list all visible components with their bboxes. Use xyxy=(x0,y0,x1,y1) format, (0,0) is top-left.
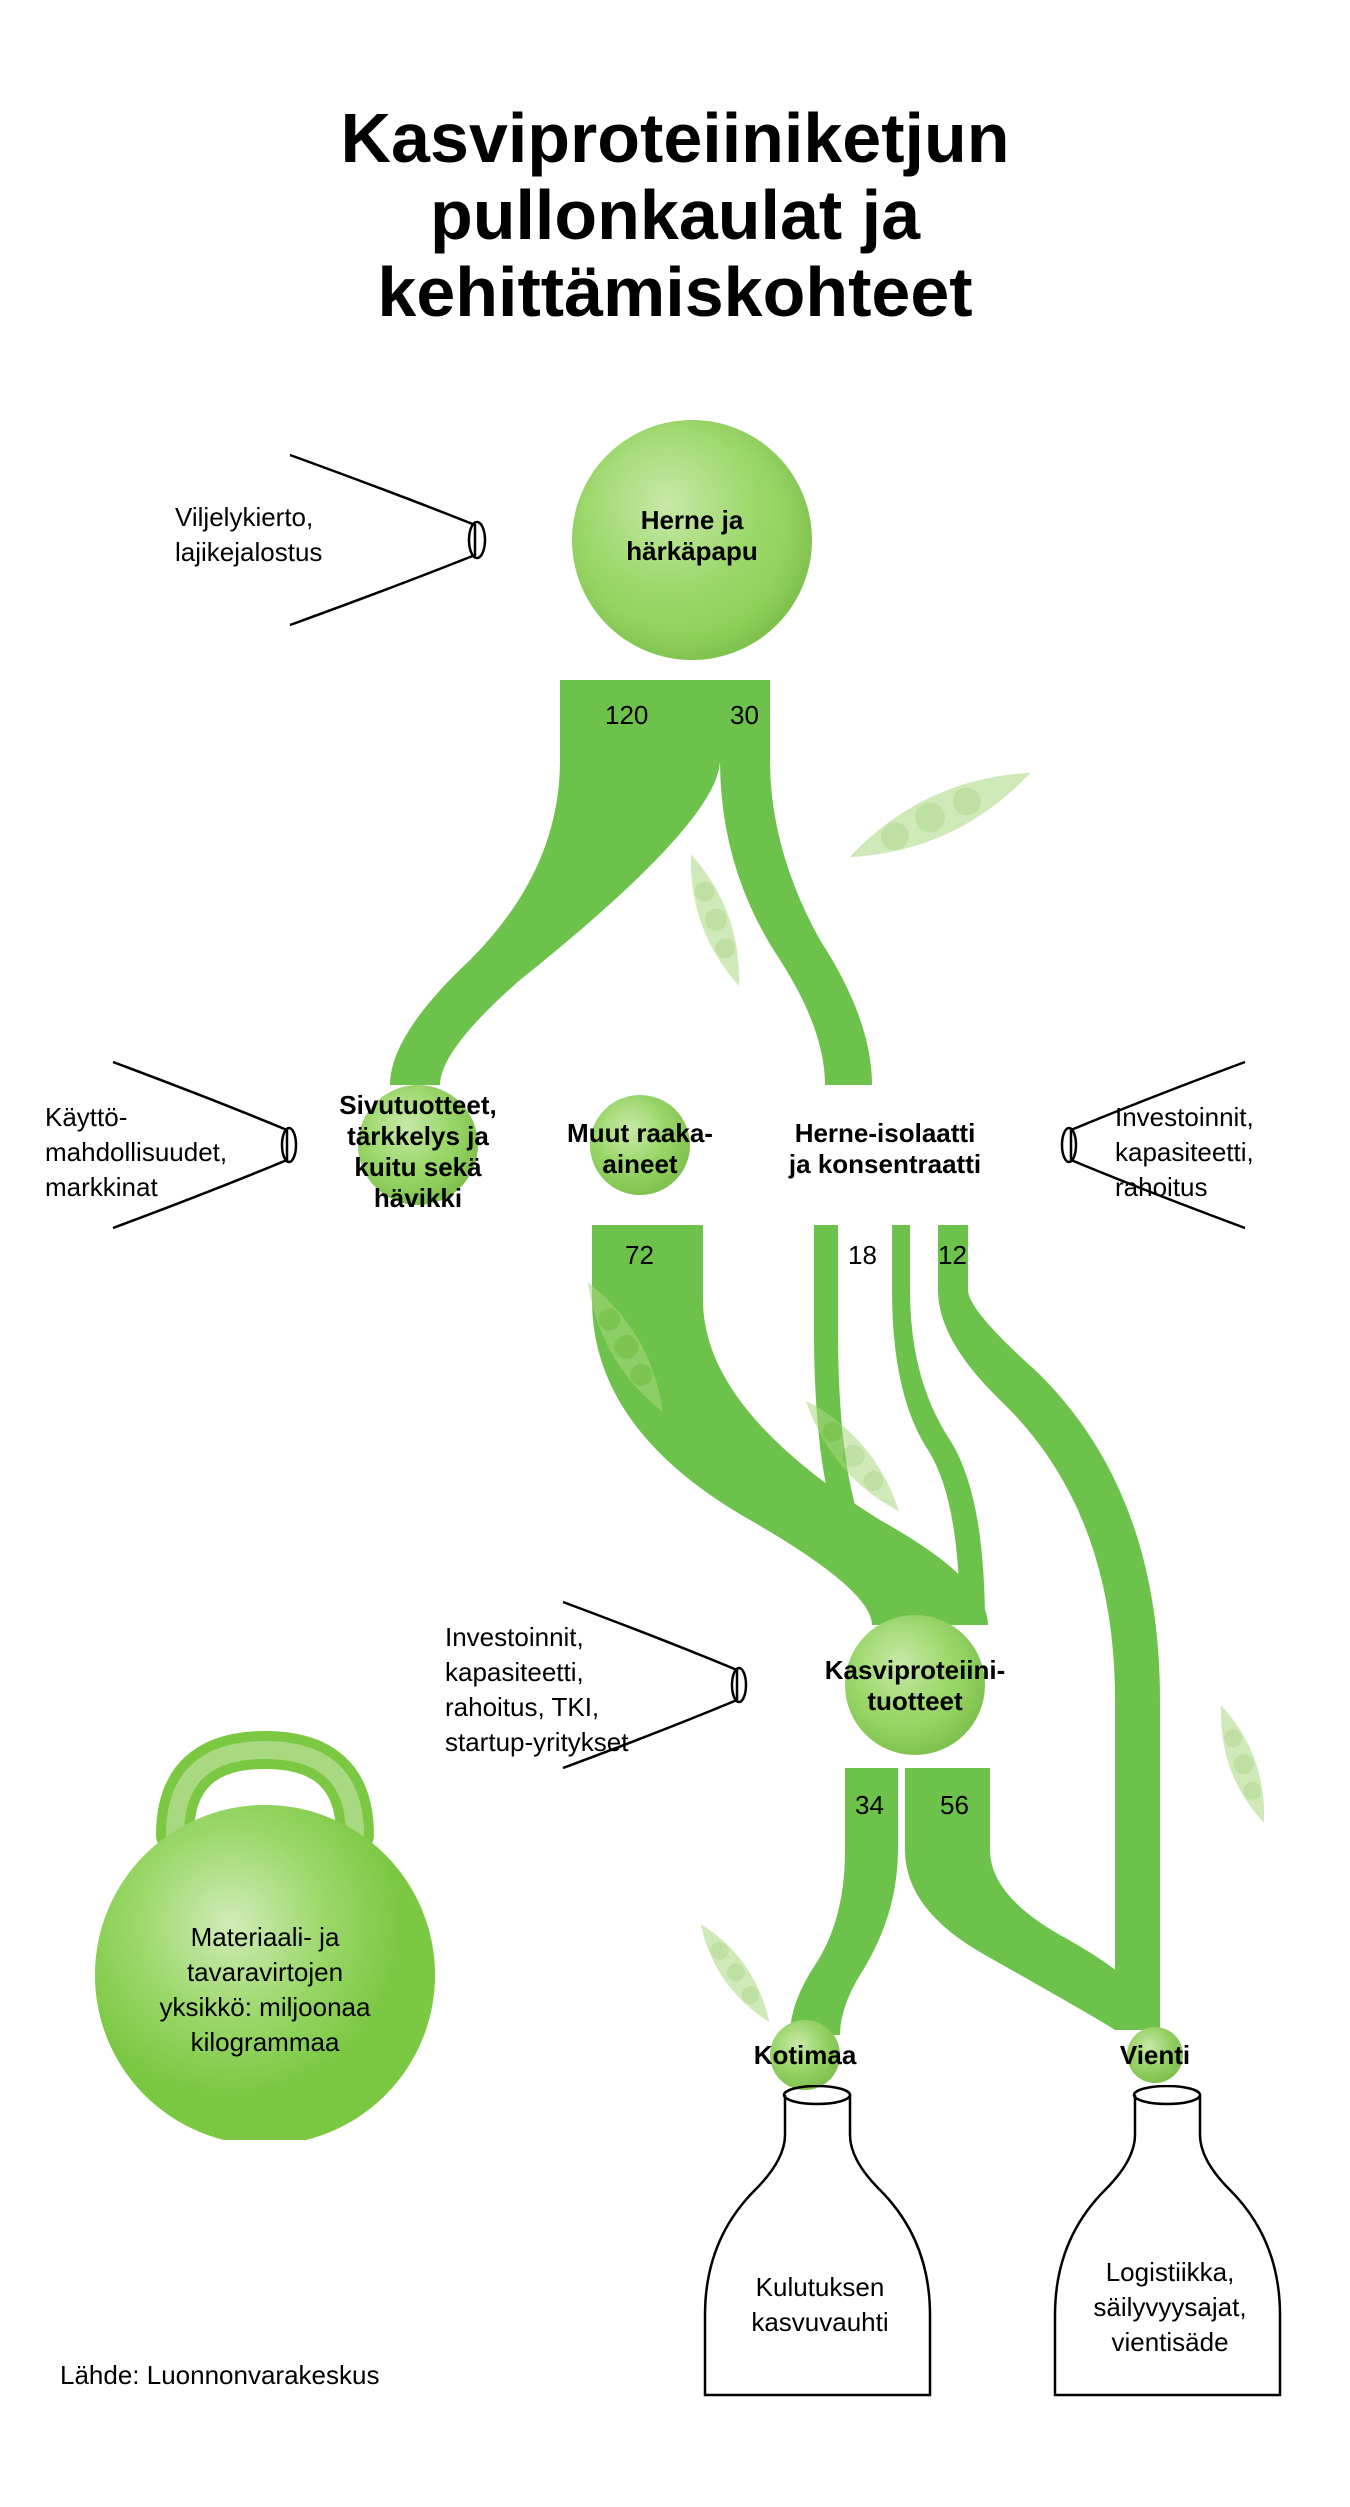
label-tuotteet: Kasviproteiini-tuotteet xyxy=(815,1655,1015,1717)
side-investoinnit2: Investoinnit,kapasiteetti,rahoitus, TKI,… xyxy=(445,1620,629,1760)
value-56: 56 xyxy=(940,1790,969,1821)
side-viljelykierto: Viljelykierto,lajikejalostus xyxy=(175,500,322,570)
value-120: 120 xyxy=(605,700,648,731)
legend-text: Materiaali- jatavaravirtojenyksikkö: mil… xyxy=(145,1920,385,2060)
flow-herne-sivutuotteet xyxy=(390,680,720,1085)
bottle-icon xyxy=(685,2085,950,2405)
value-30: 30 xyxy=(730,700,759,731)
label-sivutuotteet: Sivutuotteet,tärkkelys jakuitu sekähävik… xyxy=(318,1090,518,1214)
side-kulutuksen: Kulutuksenkasvuvauhti xyxy=(720,2270,920,2340)
label-muut: Muut raaka-aineet xyxy=(540,1118,740,1180)
side-logistiikka: Logistiikka,säilyvyysajat,vientisäde xyxy=(1070,2255,1270,2360)
value-34: 34 xyxy=(855,1790,884,1821)
label-kotimaa: Kotimaa xyxy=(705,2040,905,2071)
label-vienti: Vienti xyxy=(1055,2040,1255,2071)
label-isolaatti: Herne-isolaattija konsentraatti xyxy=(770,1118,1000,1180)
value-12: 12 xyxy=(938,1240,967,1271)
value-72: 72 xyxy=(625,1240,654,1271)
side-kaytto: Käyttö-mahdollisuudet,markkinat xyxy=(45,1100,227,1205)
source-text: Lähde: Luonnonvarakeskus xyxy=(60,2360,379,2391)
value-18: 18 xyxy=(848,1240,877,1271)
label-herne: Herne jahärkäpapu xyxy=(592,505,792,567)
side-investoinnit1: Investoinnit,kapasiteetti,rahoitus xyxy=(1115,1100,1254,1205)
